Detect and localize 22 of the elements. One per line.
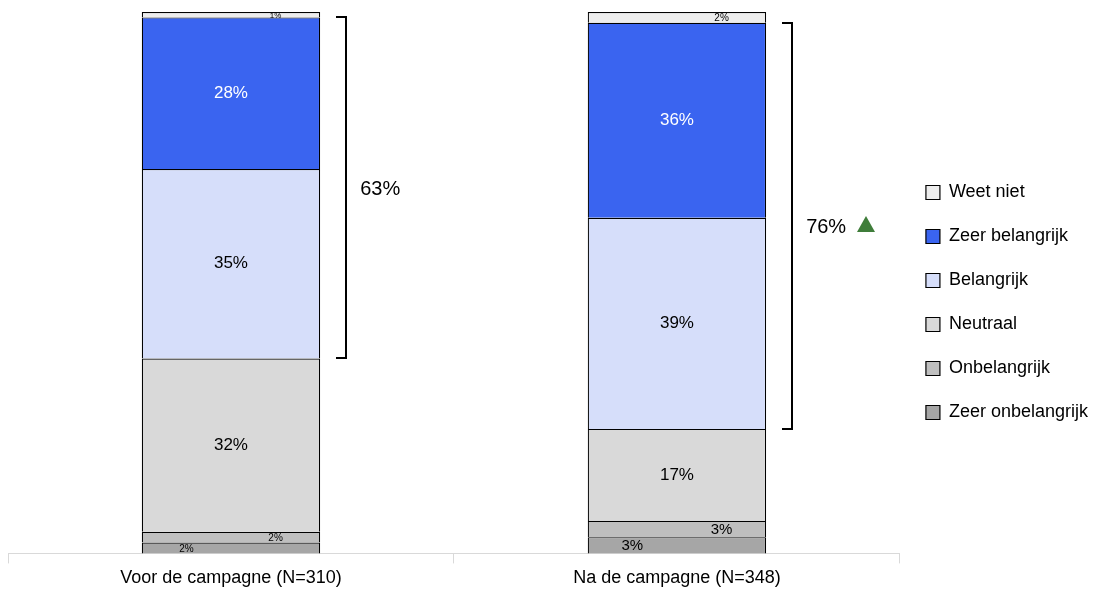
data-label: 36%	[659, 109, 694, 129]
legend-label: Belangrijk	[948, 269, 1029, 290]
legend-label: Onbelangrijk	[948, 357, 1051, 378]
data-label: 1%	[269, 10, 282, 20]
data-label: 39%	[659, 312, 694, 332]
data-label: 17%	[659, 464, 694, 484]
data-label: 2%	[268, 531, 283, 543]
legend-label: Neutraal	[948, 313, 1017, 334]
data-label: 2%	[714, 12, 729, 24]
annotation: 63%	[360, 175, 401, 200]
data-label: 2%	[179, 542, 194, 554]
data-label: 3%	[621, 536, 644, 554]
legend-label: Weet niet	[948, 181, 1025, 202]
data-label: 28%	[213, 82, 248, 102]
x-tick-label: Voor de campagne (N=310)	[120, 567, 342, 588]
annotation: 76%	[806, 213, 847, 238]
data-label: 32%	[213, 434, 248, 454]
data-label: 35%	[213, 253, 248, 273]
x-tick-label: Na de campagne (N=348)	[573, 567, 781, 588]
legend-label: Zeer belangrijk	[948, 225, 1069, 246]
legend-label: Zeer onbelangrijk	[948, 401, 1089, 422]
data-label: 3%	[710, 520, 733, 538]
